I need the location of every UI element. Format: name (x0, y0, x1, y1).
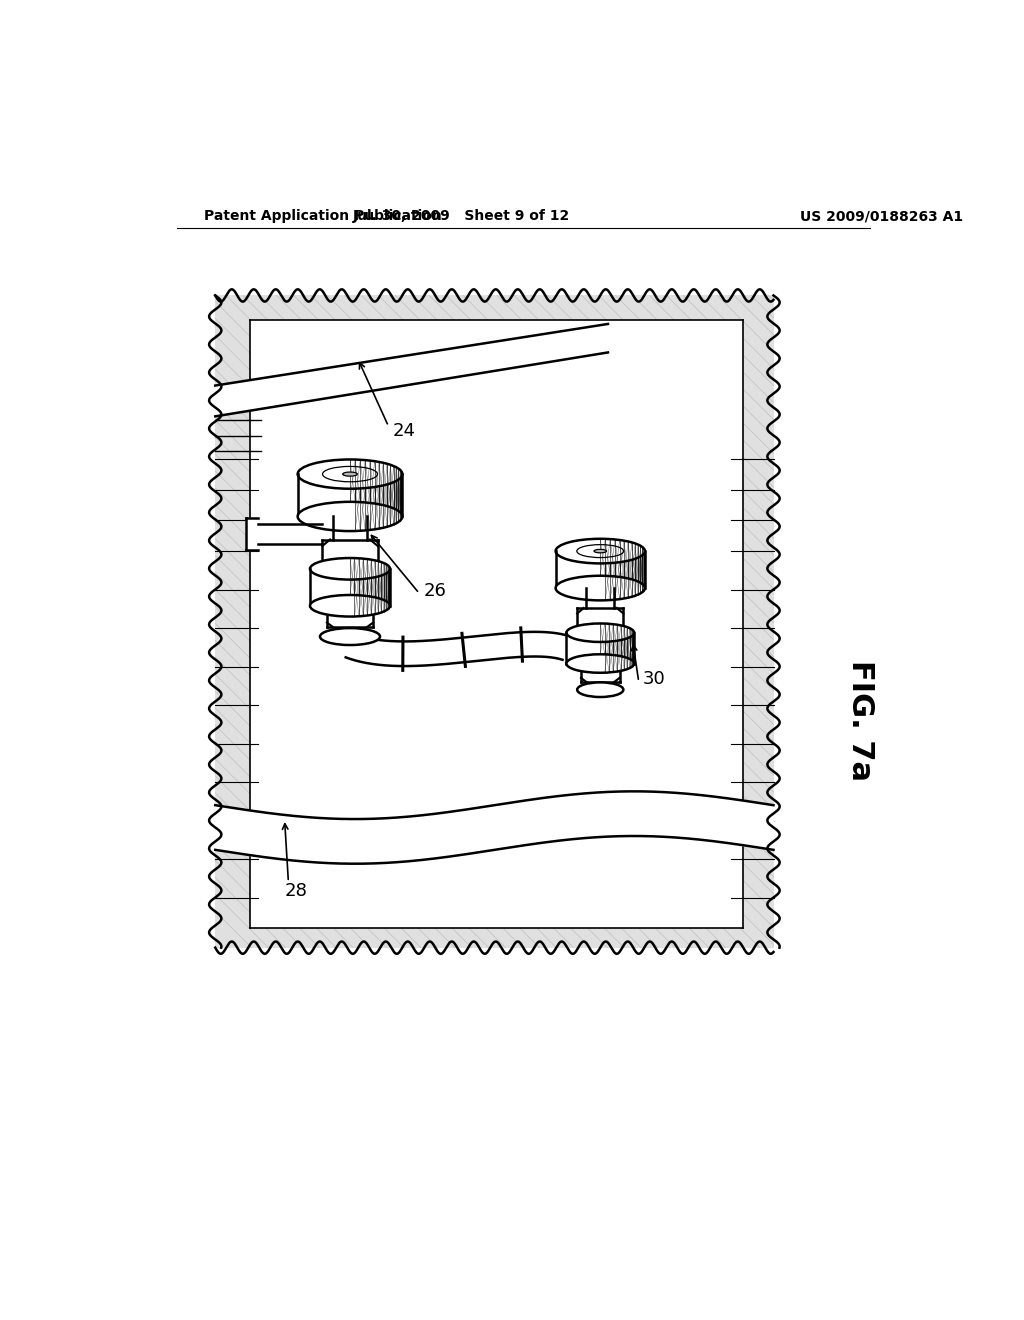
Ellipse shape (556, 539, 645, 564)
Ellipse shape (556, 576, 645, 601)
Ellipse shape (298, 502, 402, 531)
Bar (215, 296, 773, 948)
Ellipse shape (343, 473, 357, 477)
Text: FIG. 7a: FIG. 7a (846, 660, 876, 781)
Ellipse shape (578, 682, 624, 697)
Ellipse shape (594, 549, 606, 553)
Ellipse shape (310, 558, 390, 579)
Ellipse shape (310, 595, 390, 616)
Text: Patent Application Publication: Patent Application Publication (204, 209, 441, 223)
Ellipse shape (566, 623, 634, 642)
Text: 24: 24 (392, 421, 416, 440)
Text: 26: 26 (423, 582, 446, 599)
Text: 28: 28 (285, 882, 307, 900)
Polygon shape (215, 323, 608, 416)
Ellipse shape (319, 628, 380, 645)
Text: 30: 30 (643, 669, 666, 688)
Text: US 2009/0188263 A1: US 2009/0188263 A1 (801, 209, 964, 223)
Bar (250, 321, 742, 928)
Polygon shape (346, 632, 570, 667)
Ellipse shape (566, 655, 634, 673)
Ellipse shape (298, 459, 402, 488)
Text: Jul. 30, 2009   Sheet 9 of 12: Jul. 30, 2009 Sheet 9 of 12 (353, 209, 570, 223)
